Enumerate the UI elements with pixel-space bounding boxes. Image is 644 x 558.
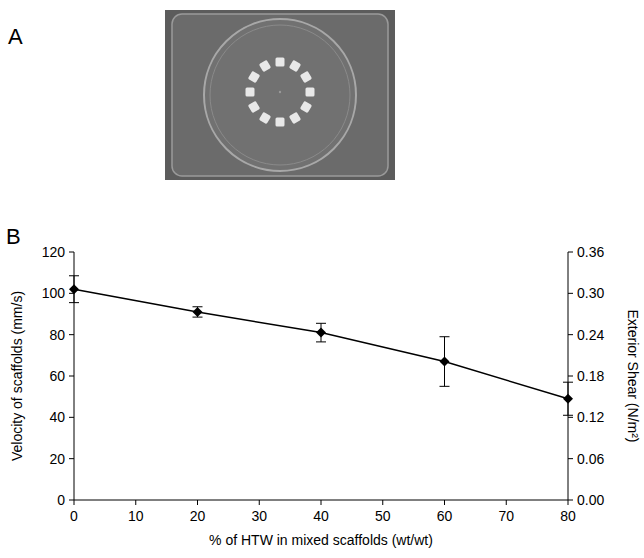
y2-tick — [568, 334, 573, 335]
y2-tick-label: 0.24 — [577, 327, 604, 343]
y2-tick-label: 0.00 — [577, 492, 604, 508]
x-tick-label: 40 — [313, 508, 329, 524]
data-line — [74, 289, 568, 399]
y2-tick-label: 0.36 — [577, 244, 604, 260]
x-tick-label: 10 — [128, 508, 144, 524]
y-tick — [69, 252, 74, 253]
error-bar — [563, 382, 573, 415]
y2-axis-title: Exterior Shear (N/m²) — [625, 309, 641, 442]
scaffold — [248, 71, 260, 83]
y-tick-label: 40 — [49, 409, 65, 425]
dish-rim — [210, 25, 350, 165]
y2-tick — [568, 252, 573, 253]
y2-tick — [568, 500, 573, 501]
data-point — [563, 394, 573, 404]
panel-a-image — [165, 10, 395, 180]
x-tick-label: 30 — [251, 508, 267, 524]
error-cap — [69, 275, 79, 276]
x-tick-label: 0 — [70, 508, 78, 524]
y2-tick-label: 0.06 — [577, 451, 604, 467]
error-cap — [563, 415, 573, 416]
x-axis-title: % of HTW in mixed scaffolds (wt/wt) — [209, 532, 433, 548]
y-tick — [69, 376, 74, 377]
error-cap — [69, 302, 79, 303]
error-bar — [69, 276, 79, 303]
plot-data — [69, 276, 573, 416]
x-tick — [568, 500, 569, 505]
data-point — [193, 307, 203, 317]
error-cap — [440, 336, 450, 337]
y-tick-label: 100 — [42, 285, 66, 301]
axes: 020406080100120010203040506070800.000.06… — [42, 244, 605, 524]
y-tick-label: 60 — [49, 368, 65, 384]
x-tick — [74, 500, 75, 505]
x-tick-label: 60 — [437, 508, 453, 524]
panel-letter: A — [8, 24, 23, 49]
error-bar — [316, 323, 326, 342]
y-tick-label: 120 — [42, 244, 66, 260]
y-tick — [69, 334, 74, 335]
x-tick — [197, 500, 198, 505]
x-tick — [321, 500, 322, 505]
error-cap — [316, 341, 326, 342]
scaffold — [300, 101, 312, 113]
x-tick — [382, 500, 383, 505]
x-tick-label: 70 — [498, 508, 514, 524]
scaffold — [306, 88, 315, 97]
y2-tick-label: 0.12 — [577, 409, 604, 425]
scaffold — [248, 101, 260, 113]
x-tick — [444, 500, 445, 505]
y-tick — [69, 458, 74, 459]
y-axis-title: Velocity of scaffolds (mm/s) — [9, 291, 25, 461]
scaffold — [276, 58, 285, 67]
panel-letter: B — [6, 224, 21, 249]
y2-tick — [568, 293, 573, 294]
error-bar — [440, 337, 450, 387]
scaffold — [259, 60, 271, 72]
error-cap — [563, 382, 573, 383]
scaffold — [259, 112, 271, 124]
scaffold — [289, 112, 301, 124]
scaffold — [300, 71, 312, 83]
y2-tick — [568, 376, 573, 377]
y-tick-label: 80 — [49, 327, 65, 343]
x-tick — [135, 500, 136, 505]
error-cap — [316, 323, 326, 324]
dish-center — [279, 91, 281, 93]
y-tick-label: 20 — [49, 451, 65, 467]
y-tick-label: 0 — [57, 492, 65, 508]
y-tick — [69, 500, 74, 501]
dish-holder — [172, 14, 388, 176]
scaffold — [289, 60, 301, 72]
x-tick-label: 80 — [560, 508, 576, 524]
scaffold — [276, 118, 285, 127]
data-point — [440, 357, 450, 367]
error-cap — [440, 386, 450, 387]
figure: AB020406080100120010203040506070800.000.… — [0, 0, 644, 558]
dish — [204, 19, 356, 171]
data-point — [316, 328, 326, 338]
y2-tick-label: 0.18 — [577, 368, 604, 384]
y2-tick — [568, 417, 573, 418]
y-tick — [69, 417, 74, 418]
x-tick — [259, 500, 260, 505]
x-tick — [506, 500, 507, 505]
photo-background — [165, 10, 395, 180]
error-bar — [193, 307, 203, 317]
data-point — [69, 284, 79, 294]
y2-tick — [568, 458, 573, 459]
x-tick-label: 50 — [375, 508, 391, 524]
x-tick-label: 20 — [190, 508, 206, 524]
scaffold — [246, 88, 255, 97]
y2-tick-label: 0.30 — [577, 285, 604, 301]
